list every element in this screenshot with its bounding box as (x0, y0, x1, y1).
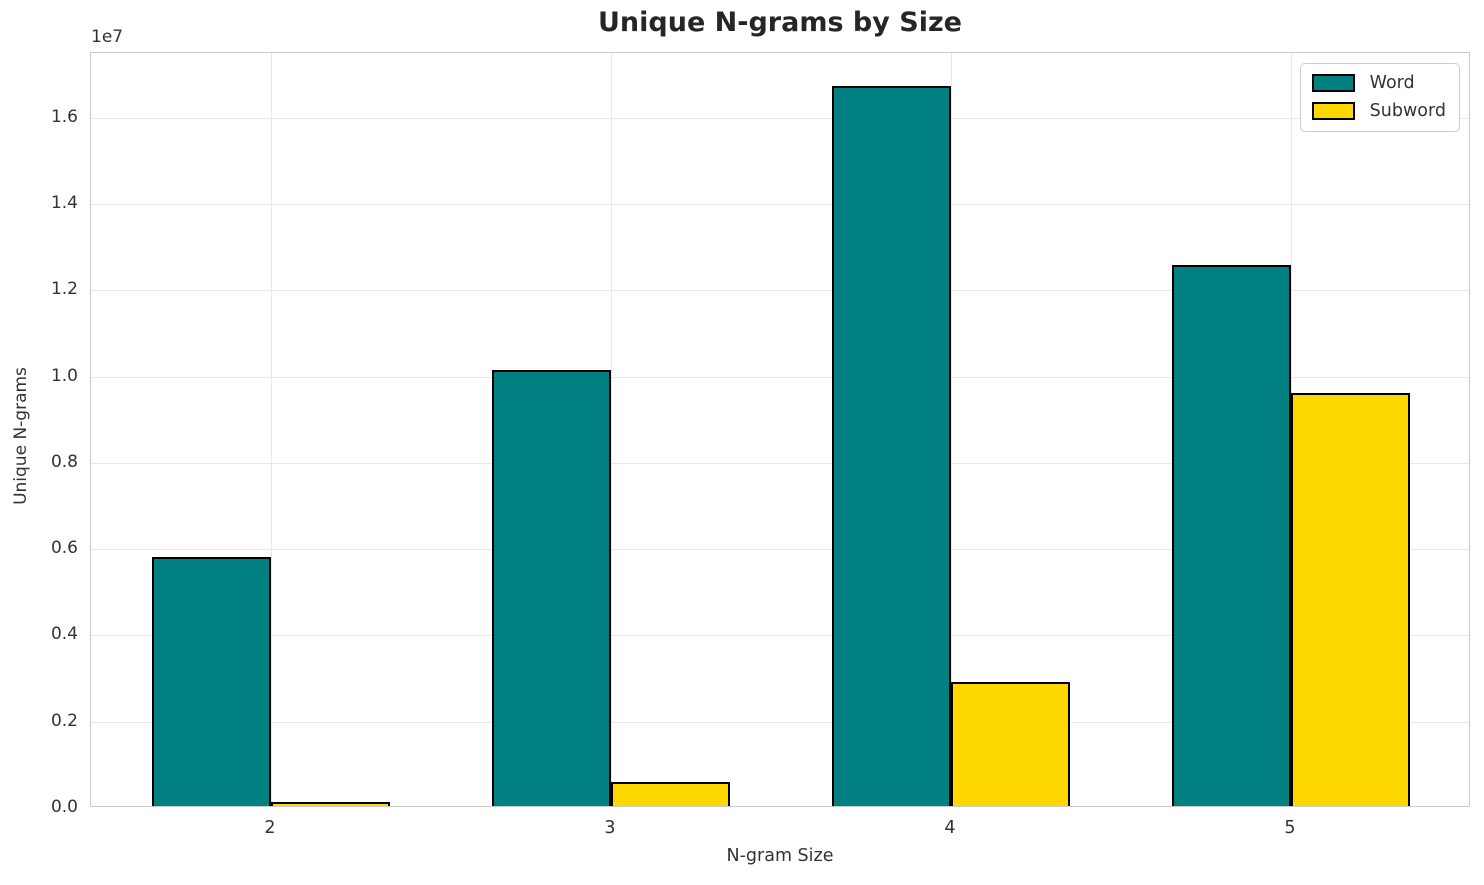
y-tick-label: 0.2 (50, 710, 78, 731)
legend-label-word: Word (1369, 73, 1415, 93)
y-tick-label: 1.2 (50, 279, 78, 300)
plot-area: Word Subword (90, 52, 1470, 807)
chart-title: Unique N-grams by Size (598, 7, 962, 38)
bar-word-ngram-3 (492, 370, 611, 806)
bar-word-ngram-2 (152, 557, 271, 806)
y-tick-label: 0.6 (50, 538, 78, 559)
legend-item-word: Word (1311, 73, 1446, 93)
y-tick-label: 1.6 (50, 106, 78, 127)
bar-subword-ngram-4 (951, 682, 1070, 806)
x-tick-label: 2 (264, 818, 276, 838)
bar-subword-ngram-2 (271, 802, 390, 806)
gridline-horizontal (91, 376, 1469, 378)
y-tick-label: 1.4 (50, 193, 78, 213)
bar-subword-ngram-5 (1291, 393, 1410, 806)
y-tick-label: 0.0 (50, 797, 78, 817)
legend-swatch-subword (1311, 102, 1355, 120)
y-tick-label: 0.4 (50, 624, 78, 645)
legend-swatch-word (1311, 74, 1355, 92)
bar-word-ngram-5 (1172, 265, 1291, 806)
bar-subword-ngram-3 (611, 782, 730, 806)
legend: Word Subword (1299, 63, 1460, 132)
legend-label-subword: Subword (1369, 101, 1446, 121)
gridline-horizontal (91, 290, 1469, 292)
bar-word-ngram-4 (832, 86, 951, 806)
y-tick-label: 1.0 (50, 365, 78, 386)
gridline-horizontal (91, 549, 1469, 551)
y-axis-offset-label: 1e7 (91, 27, 124, 47)
gridline-horizontal (91, 462, 1469, 464)
gridline-horizontal (91, 721, 1469, 723)
gridline-vertical (610, 53, 612, 806)
gridline-horizontal (91, 117, 1469, 119)
gridline-horizontal (91, 635, 1469, 637)
x-tick-label: 3 (604, 818, 616, 838)
x-tick-label: 5 (1284, 818, 1296, 838)
gridline-vertical (950, 53, 952, 806)
x-axis-label: N-gram Size (726, 846, 834, 866)
legend-item-subword: Subword (1311, 101, 1446, 121)
gridline-horizontal (91, 204, 1469, 205)
gridline-vertical (270, 53, 272, 806)
x-tick-label: 4 (944, 818, 956, 838)
y-axis-label: Unique N-grams (11, 367, 31, 505)
y-tick-label: 0.8 (50, 451, 78, 472)
